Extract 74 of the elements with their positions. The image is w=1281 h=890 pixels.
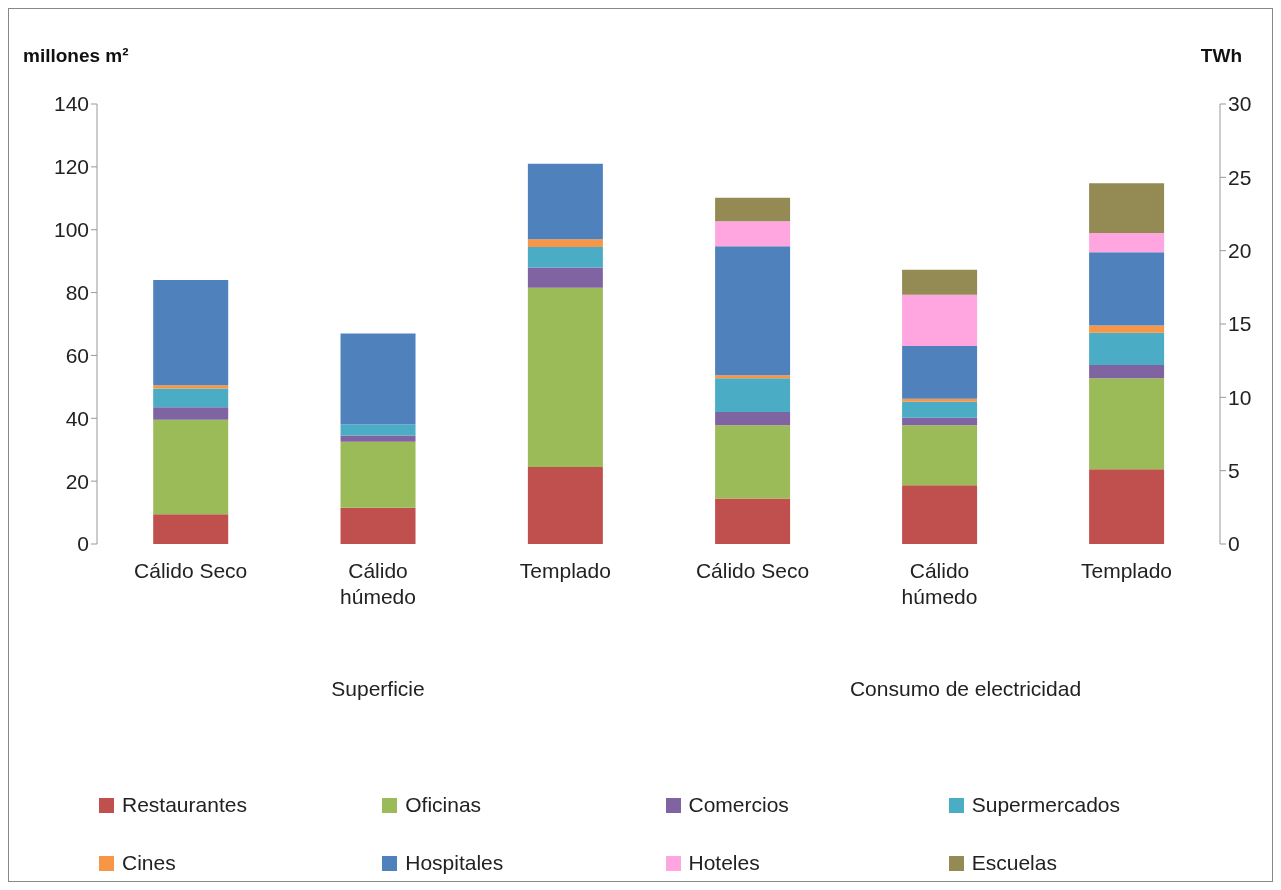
bar bbox=[715, 425, 791, 499]
y2-tick-label: 5 bbox=[1228, 459, 1240, 483]
x-tick-label: Templado bbox=[519, 559, 611, 582]
y-tick-label: 80 bbox=[65, 281, 89, 305]
y-tick-label: 100 bbox=[53, 218, 89, 242]
x-tick-label: Cálido húmedo bbox=[340, 559, 416, 608]
bar bbox=[153, 388, 229, 408]
bar bbox=[902, 401, 978, 418]
bar bbox=[153, 419, 229, 515]
bar bbox=[1089, 233, 1165, 253]
bar bbox=[715, 375, 791, 379]
bar bbox=[153, 407, 229, 420]
bar bbox=[902, 269, 978, 295]
bar bbox=[715, 197, 791, 222]
bar bbox=[1089, 252, 1165, 326]
bar bbox=[527, 267, 603, 288]
bar bbox=[902, 398, 978, 402]
bar bbox=[153, 514, 229, 544]
bar bbox=[902, 417, 978, 426]
bar bbox=[1089, 378, 1165, 470]
x-axis-title: Consumo de electricidad bbox=[849, 677, 1082, 700]
bar bbox=[902, 485, 978, 544]
y-axis-title: millones m² bbox=[23, 45, 129, 66]
y2-tick-label: 0 bbox=[1228, 532, 1240, 556]
bar bbox=[527, 247, 603, 268]
bar bbox=[527, 467, 603, 544]
bar bbox=[902, 425, 978, 486]
legend-label: Hospitales bbox=[405, 851, 504, 875]
legend-label: Hoteles bbox=[688, 851, 760, 875]
bar bbox=[902, 294, 978, 346]
y-tick-label: 140 bbox=[53, 92, 89, 116]
bar bbox=[153, 280, 229, 386]
y-tick-label: 120 bbox=[53, 155, 89, 179]
bar bbox=[1089, 469, 1165, 544]
y-tick-label: 40 bbox=[65, 406, 89, 430]
bar bbox=[340, 507, 416, 544]
y2-tick-label: 15 bbox=[1228, 312, 1252, 336]
x-tick-label: Templado bbox=[1080, 559, 1173, 582]
bar bbox=[1089, 332, 1165, 366]
legend-label: Cines bbox=[122, 851, 176, 875]
y2-axis-title: TWh bbox=[1200, 45, 1242, 66]
x-tick-label: Cálido Seco bbox=[134, 559, 248, 582]
bar bbox=[715, 498, 791, 544]
legend-label: Restaurantes bbox=[122, 793, 247, 817]
bar bbox=[340, 435, 416, 442]
bar bbox=[153, 385, 229, 389]
bar bbox=[902, 346, 978, 399]
bar bbox=[527, 163, 603, 240]
bar bbox=[527, 287, 603, 467]
y2-tick-label: 10 bbox=[1228, 385, 1252, 409]
y-tick-label: 20 bbox=[65, 469, 89, 493]
legend-label: Comercios bbox=[688, 793, 789, 817]
x-axis-title: Superficie bbox=[331, 677, 425, 700]
bar bbox=[340, 441, 416, 508]
bar bbox=[1089, 325, 1165, 333]
x-tick-label: Cálido húmedo bbox=[901, 559, 978, 608]
y2-tick-label: 30 bbox=[1228, 92, 1252, 116]
bar bbox=[715, 221, 791, 247]
bar bbox=[340, 333, 416, 425]
bar bbox=[715, 378, 791, 412]
x-tick-label: Cálido Seco bbox=[695, 559, 810, 582]
y2-tick-label: 25 bbox=[1228, 165, 1252, 189]
bar bbox=[715, 246, 791, 376]
bar bbox=[340, 424, 416, 436]
bar bbox=[1089, 365, 1165, 379]
bar bbox=[527, 239, 603, 247]
legend-label: Oficinas bbox=[405, 793, 482, 817]
y2-tick-label: 20 bbox=[1228, 239, 1252, 263]
y-tick-label: 60 bbox=[65, 343, 89, 367]
y-tick-label: 0 bbox=[77, 532, 89, 556]
bar bbox=[1089, 183, 1165, 234]
bar bbox=[715, 412, 791, 426]
legend-label: Escuelas bbox=[971, 851, 1057, 875]
legend-label: Supermercados bbox=[971, 793, 1120, 817]
